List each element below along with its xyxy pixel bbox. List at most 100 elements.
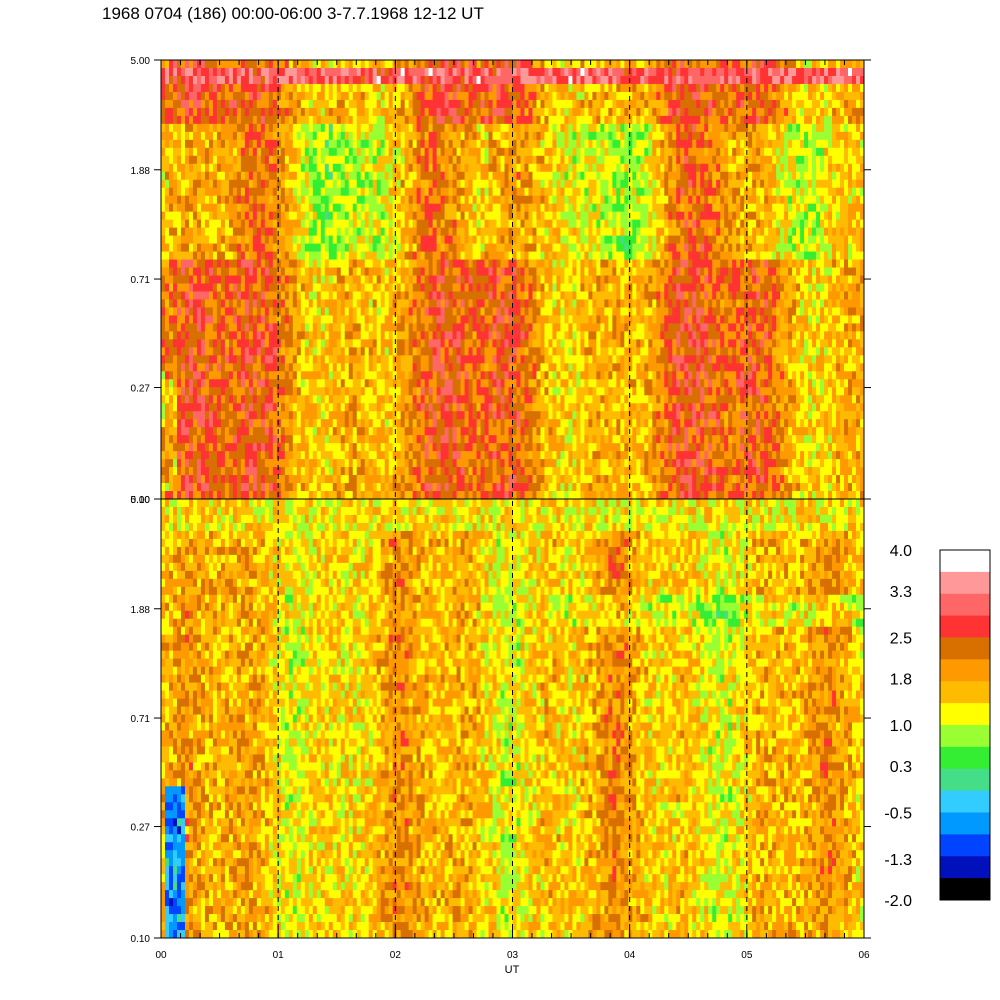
heatmap-cell xyxy=(472,331,478,340)
heatmap-cell xyxy=(268,275,274,284)
heatmap-cell xyxy=(488,123,494,133)
heatmap-cell xyxy=(404,211,410,221)
heatmap-cell xyxy=(161,371,166,380)
heatmap-cell xyxy=(368,171,374,181)
heatmap-cell xyxy=(504,347,509,356)
heatmap-cell xyxy=(304,491,310,499)
heatmap-cell xyxy=(420,235,426,245)
heatmap-cell xyxy=(332,491,338,499)
heatmap-cell xyxy=(256,299,262,308)
heatmap-cell xyxy=(284,435,290,444)
heatmap-cell xyxy=(328,60,334,69)
heatmap-cell xyxy=(312,243,318,253)
heatmap-cell xyxy=(184,60,190,69)
heatmap-cell xyxy=(328,123,334,133)
heatmap-cell xyxy=(488,259,494,269)
heatmap-cell xyxy=(384,339,390,348)
heatmap-cell xyxy=(420,67,426,77)
heatmap-cell xyxy=(324,259,330,269)
heatmap-cell xyxy=(520,355,525,364)
heatmap-cell xyxy=(388,187,394,197)
heatmap-cell xyxy=(344,419,350,428)
heatmap-cell xyxy=(192,307,198,316)
heatmap-cell xyxy=(268,291,274,300)
heatmap-cell xyxy=(236,371,242,380)
heatmap-cell xyxy=(176,427,182,436)
heatmap-cell xyxy=(440,331,446,340)
heatmap-cell xyxy=(460,147,466,157)
heatmap-cell xyxy=(408,60,414,69)
heatmap-cell xyxy=(356,123,362,133)
heatmap-cell xyxy=(220,419,226,428)
heatmap-cell xyxy=(492,315,498,324)
heatmap-cell xyxy=(348,107,354,117)
heatmap-cell xyxy=(472,123,478,133)
heatmap-cell xyxy=(364,107,370,117)
heatmap-cell xyxy=(212,203,218,213)
heatmap-cell xyxy=(188,259,194,269)
heatmap-cell xyxy=(244,291,250,300)
heatmap-cell xyxy=(260,299,266,308)
heatmap-cell xyxy=(376,267,382,277)
heatmap-cell xyxy=(492,363,498,372)
heatmap-cell xyxy=(244,267,250,277)
heatmap-cell xyxy=(272,139,278,149)
heatmap-cell xyxy=(384,123,390,133)
heatmap-cell xyxy=(244,67,250,77)
heatmap-cell xyxy=(320,67,326,77)
heatmap-cell xyxy=(468,451,474,460)
heatmap-cell xyxy=(168,235,174,245)
heatmap-cell xyxy=(380,131,386,141)
heatmap-cell xyxy=(280,291,286,300)
heatmap-cell xyxy=(212,371,218,380)
heatmap-cell xyxy=(276,60,282,69)
heatmap-cell xyxy=(384,60,390,69)
heatmap-cell xyxy=(428,451,434,460)
heatmap-cell xyxy=(396,355,402,364)
heatmap-cell xyxy=(496,211,502,221)
heatmap-cell xyxy=(308,427,314,436)
heatmap-cell xyxy=(324,491,330,499)
heatmap-cell xyxy=(200,355,206,364)
heatmap-cell xyxy=(440,403,446,412)
heatmap-cell xyxy=(192,451,198,460)
heatmap-cell xyxy=(332,267,338,277)
heatmap-cell xyxy=(508,363,513,372)
heatmap-cell xyxy=(416,427,422,436)
heatmap-cell xyxy=(396,331,402,340)
heatmap-cell xyxy=(396,211,402,221)
heatmap-cell xyxy=(476,195,482,205)
heatmap-cell xyxy=(320,227,326,237)
heatmap-cell xyxy=(384,243,390,253)
heatmap-cell xyxy=(396,339,402,348)
heatmap-cell xyxy=(512,219,517,229)
heatmap-cell xyxy=(320,60,326,69)
heatmap-cell xyxy=(304,387,310,396)
heatmap-cell xyxy=(332,123,338,133)
heatmap-cell xyxy=(328,267,334,277)
heatmap-cell xyxy=(488,387,494,396)
heatmap-cell xyxy=(176,219,182,229)
heatmap-cell xyxy=(384,371,390,380)
heatmap-cell xyxy=(344,115,350,125)
heatmap-cell xyxy=(316,483,322,492)
heatmap-cell xyxy=(260,483,266,492)
heatmap-cell xyxy=(476,267,482,277)
heatmap-cell xyxy=(376,347,382,356)
heatmap-cell xyxy=(324,395,330,404)
heatmap-cell xyxy=(224,259,230,269)
heatmap-cell xyxy=(504,139,509,149)
heatmap-cell xyxy=(204,483,210,492)
heatmap-cell xyxy=(296,395,302,404)
heatmap-cell xyxy=(372,355,378,364)
heatmap-cell xyxy=(452,323,458,332)
heatmap-cell xyxy=(376,83,382,93)
heatmap-cell xyxy=(364,139,370,149)
heatmap-cell xyxy=(168,179,174,189)
heatmap-cell xyxy=(416,267,422,277)
heatmap-cell xyxy=(332,443,338,452)
heatmap-cell xyxy=(276,155,282,165)
heatmap-cell xyxy=(168,75,174,85)
heatmap-cell xyxy=(248,331,254,340)
heatmap-cell xyxy=(372,403,378,412)
